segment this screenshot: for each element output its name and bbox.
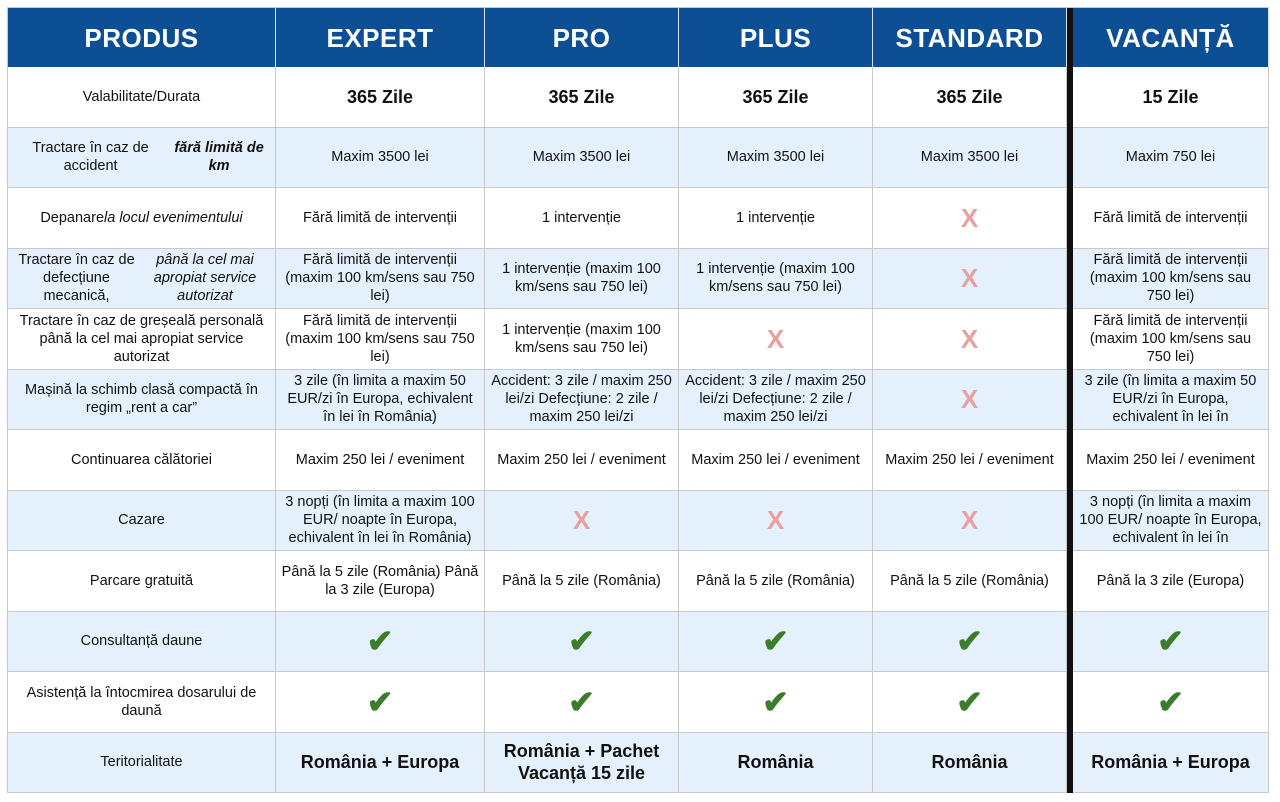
not-included-icon: X — [873, 369, 1067, 430]
not-included-icon: X — [679, 490, 873, 551]
cell-standard: Maxim 250 lei / eveniment — [873, 430, 1067, 491]
check-icon: ✔ — [1073, 611, 1269, 672]
cell-plus: Maxim 3500 lei — [679, 127, 873, 188]
header-plus: PLUS — [679, 8, 873, 67]
cell-standard: Până la 5 zile (România) — [873, 551, 1067, 612]
cell-pro: România + Pachet Vacanță 15 zile — [485, 732, 679, 793]
cell-expert: Fără limită de intervenții (maxim 100 km… — [276, 309, 485, 370]
row-label: Tractare în caz de greșeală personală pâ… — [7, 309, 276, 370]
row-label: Parcare gratuită — [7, 551, 276, 612]
cell-vacanta: Fără limită de intervenții (maxim 100 km… — [1073, 248, 1269, 309]
cell-vacanta: Fără limită de intervenții — [1073, 188, 1269, 249]
cell-pro: 1 intervenție — [485, 188, 679, 249]
cell-expert: 365 Zile — [276, 67, 485, 128]
row-label: Asistență la întocmirea dosarului de dau… — [7, 672, 276, 733]
row-label: Tractare în caz de defecțiune mecanică, … — [7, 248, 276, 309]
not-included-icon: X — [873, 309, 1067, 370]
check-icon: ✔ — [485, 611, 679, 672]
cell-expert: Maxim 3500 lei — [276, 127, 485, 188]
column-separator — [1067, 127, 1073, 188]
not-included-icon: X — [873, 188, 1067, 249]
row-label: Valabilitate/Durata — [7, 67, 276, 128]
cell-expert: Până la 5 zile (România) Până la 3 zile … — [276, 551, 485, 612]
cell-plus: Până la 5 zile (România) — [679, 551, 873, 612]
cell-plus: Maxim 250 lei / eveniment — [679, 430, 873, 491]
cell-plus: 365 Zile — [679, 67, 873, 128]
column-separator — [1067, 551, 1073, 612]
cell-pro: 1 intervenție (maxim 100 km/sens sau 750… — [485, 309, 679, 370]
header-standard: STANDARD — [873, 8, 1067, 67]
row-label: Mașină la schimb clasă compactă în regim… — [7, 369, 276, 430]
not-included-icon: X — [485, 490, 679, 551]
cell-vacanta: Maxim 750 lei — [1073, 127, 1269, 188]
cell-expert: 3 nopți (în limita a maxim 100 EUR/ noap… — [276, 490, 485, 551]
cell-plus: 1 intervenție (maxim 100 km/sens sau 750… — [679, 248, 873, 309]
row-label: Continuarea călătoriei — [7, 430, 276, 491]
row-label: Tractare în caz de accident fără limită … — [7, 127, 276, 188]
cell-standard: Maxim 3500 lei — [873, 127, 1067, 188]
row-label: Teritorialitate — [7, 732, 276, 793]
column-separator — [1067, 611, 1073, 672]
column-separator — [1067, 67, 1073, 128]
cell-expert: Fără limită de intervenții — [276, 188, 485, 249]
column-separator — [1067, 248, 1073, 309]
cell-vacanta: România + Europa — [1073, 732, 1269, 793]
check-icon: ✔ — [485, 672, 679, 733]
header-expert: EXPERT — [276, 8, 485, 67]
cell-pro: Accident: 3 zile / maxim 250 lei/zi Defe… — [485, 369, 679, 430]
check-icon: ✔ — [1073, 672, 1269, 733]
cell-pro: 1 intervenție (maxim 100 km/sens sau 750… — [485, 248, 679, 309]
cell-expert: Maxim 250 lei / eveniment — [276, 430, 485, 491]
column-separator — [1067, 369, 1073, 430]
cell-vacanta: Până la 3 zile (Europa) — [1073, 551, 1269, 612]
cell-standard: România — [873, 732, 1067, 793]
check-icon: ✔ — [276, 672, 485, 733]
check-icon: ✔ — [873, 672, 1067, 733]
header-vacanta: VACANȚĂ — [1073, 8, 1269, 67]
column-separator — [1067, 430, 1073, 491]
check-icon: ✔ — [873, 611, 1067, 672]
cell-expert: 3 zile (în limita a maxim 50 EUR/zi în E… — [276, 369, 485, 430]
column-separator — [1067, 8, 1073, 67]
header-product: PRODUS — [7, 8, 276, 67]
cell-standard: 365 Zile — [873, 67, 1067, 128]
check-icon: ✔ — [679, 611, 873, 672]
cell-plus: România — [679, 732, 873, 793]
column-separator — [1067, 490, 1073, 551]
check-icon: ✔ — [679, 672, 873, 733]
cell-pro: Maxim 3500 lei — [485, 127, 679, 188]
row-label: Cazare — [7, 490, 276, 551]
not-included-icon: X — [873, 248, 1067, 309]
cell-plus: Accident: 3 zile / maxim 250 lei/zi Defe… — [679, 369, 873, 430]
cell-expert: Fără limită de intervenții (maxim 100 km… — [276, 248, 485, 309]
cell-vacanta: 3 nopți (în limita a maxim 100 EUR/ noap… — [1073, 490, 1269, 551]
column-separator — [1067, 309, 1073, 370]
check-icon: ✔ — [276, 611, 485, 672]
cell-pro: Maxim 250 lei / eveniment — [485, 430, 679, 491]
comparison-table: PRODUS EXPERT PRO PLUS STANDARD VACANȚĂ Valabi… — [7, 7, 1269, 793]
column-separator — [1067, 672, 1073, 733]
cell-plus: 1 intervenție — [679, 188, 873, 249]
cell-pro: Până la 5 zile (România) — [485, 551, 679, 612]
not-included-icon: X — [873, 490, 1067, 551]
not-included-icon: X — [679, 309, 873, 370]
row-label: Depanare la locul evenimentului — [7, 188, 276, 249]
column-separator — [1067, 732, 1073, 793]
cell-vacanta: Maxim 250 lei / eveniment — [1073, 430, 1269, 491]
row-label: Consultanță daune — [7, 611, 276, 672]
cell-expert: România + Europa — [276, 732, 485, 793]
cell-vacanta: 15 Zile — [1073, 67, 1269, 128]
column-separator — [1067, 188, 1073, 249]
cell-pro: 365 Zile — [485, 67, 679, 128]
cell-vacanta: 3 zile (în limita a maxim 50 EUR/zi în E… — [1073, 369, 1269, 430]
cell-vacanta: Fără limită de intervenții (maxim 100 km… — [1073, 309, 1269, 370]
header-pro: PRO — [485, 8, 679, 67]
